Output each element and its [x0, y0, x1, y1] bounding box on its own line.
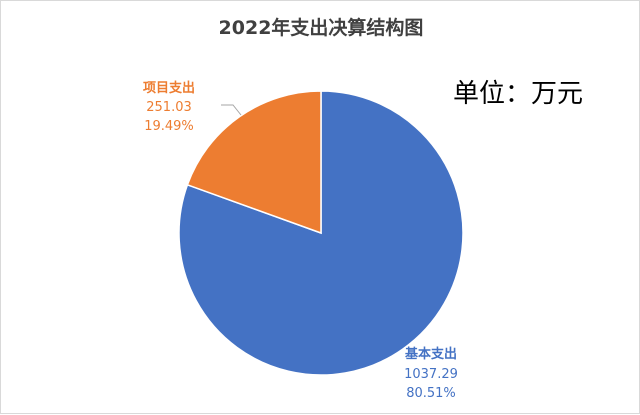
slice-label-basic-percent: 80.51% — [406, 386, 456, 401]
slice-label-project-name: 项目支出 — [143, 80, 195, 96]
slice-label-project-value: 251.03 — [146, 100, 192, 115]
slice-label-basic-value: 1037.29 — [404, 367, 458, 382]
slice-label-project-percent: 19.49% — [144, 119, 194, 134]
slice-label-basic-name: 基本支出 — [404, 346, 457, 362]
pie-slice-basic — [178, 90, 464, 376]
leader-line-project — [221, 104, 242, 116]
pie-slice-project — [186, 90, 322, 235]
unit-label: 单位：万元 — [453, 79, 584, 109]
chart-title: 2022年支出决算结构图 — [218, 17, 424, 39]
